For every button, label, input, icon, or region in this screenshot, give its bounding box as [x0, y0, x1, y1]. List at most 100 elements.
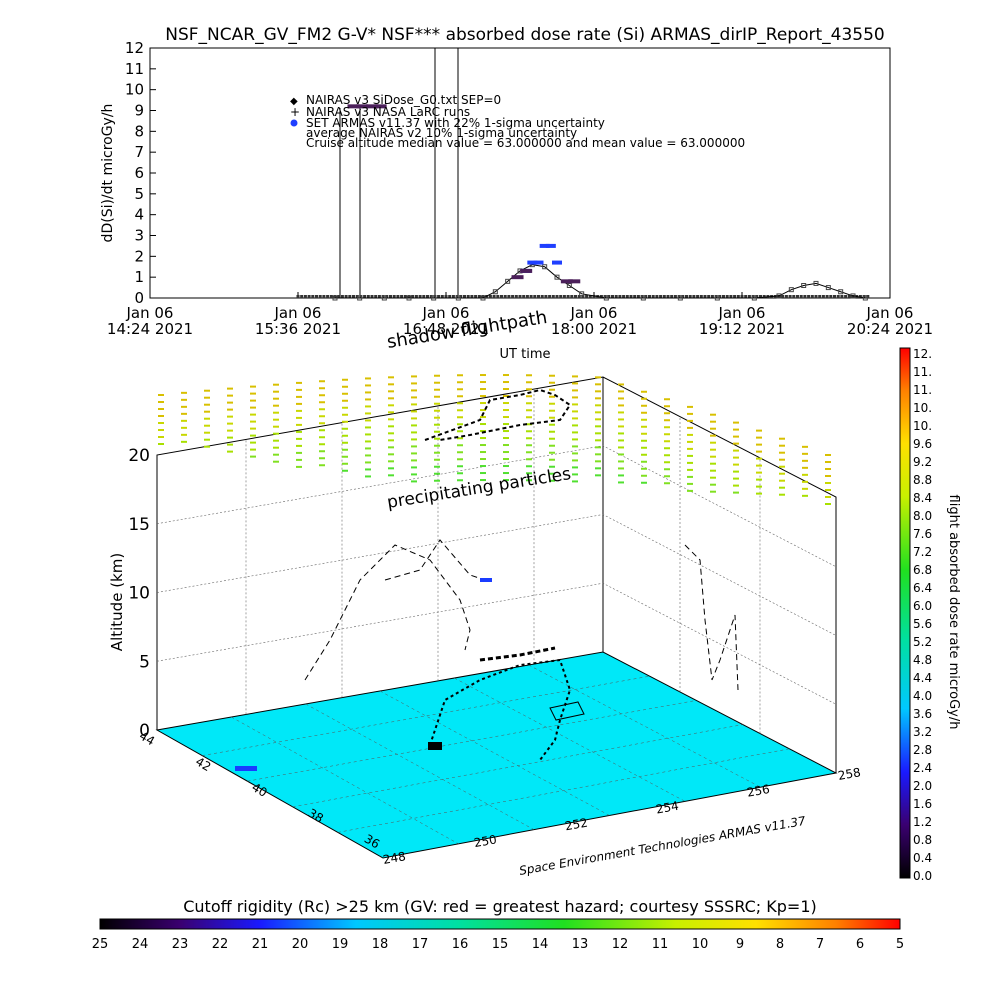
cutoff-rigidity-tick: 6 [856, 937, 864, 952]
nairas-v2-point [356, 104, 369, 109]
baseline-point [688, 295, 692, 298]
altitude-tick-label: 0 [139, 721, 150, 741]
baseline-point [329, 295, 333, 298]
baseline-point [566, 295, 570, 298]
timeseries-x-axis-label: UT time [500, 347, 551, 362]
armas-point [552, 260, 562, 265]
baseline-point [651, 295, 655, 298]
nairas-v2-point [568, 279, 581, 284]
baseline-point [311, 295, 315, 298]
latitude-ticks: 44 42 40 38 36 [137, 729, 382, 852]
baseline-point [322, 295, 326, 298]
dose-colorbar-tick: 8.0 [913, 509, 932, 523]
baseline-point [529, 295, 533, 298]
y-tick-label: 0 [134, 289, 144, 307]
nairas-point [406, 295, 412, 301]
baseline-point [577, 295, 581, 298]
baseline-point [363, 295, 367, 298]
nairas-point [788, 287, 794, 293]
baseline-point [725, 295, 729, 298]
dose-colorbar-tick: 8.4 [913, 491, 932, 505]
nairas-point [714, 295, 720, 301]
dose-colorbar-tick: 5.2 [913, 635, 932, 649]
baseline-point [592, 295, 596, 298]
baseline-point [833, 295, 836, 298]
baseline-point [685, 295, 688, 298]
baseline-point [300, 295, 304, 298]
dose-colorbar-tick: 12. [913, 347, 932, 361]
baseline-point [326, 295, 330, 298]
x-tick-label: 15:36 2021 [255, 320, 341, 338]
y-tick-label: 9 [134, 102, 144, 120]
dose-colorbar-tick: 6.4 [913, 581, 932, 595]
y-tick-label: 7 [134, 143, 144, 161]
dose-colorbar-tick: 6.8 [913, 563, 932, 577]
baseline-point [814, 295, 818, 298]
dose-colorbar-tick: 1.6 [913, 797, 932, 811]
baseline-point [784, 295, 788, 298]
cutoff-rigidity-tick: 11 [652, 937, 669, 952]
x-tick-label: 19:12 2021 [699, 320, 785, 338]
baseline-point [729, 295, 733, 298]
nairas-point [505, 278, 511, 284]
dose-colorbar-tick: 2.0 [913, 779, 932, 793]
cutoff-rigidity-tick: 22 [212, 937, 229, 952]
baseline-point [352, 295, 355, 298]
baseline-point [307, 295, 311, 298]
baseline-point [451, 295, 455, 298]
baseline-point [318, 295, 322, 298]
baseline-point [389, 295, 392, 298]
timeseries-y-axis-label: dD(Si)/dt microGy/h [100, 104, 116, 243]
floor-grid-line [231, 716, 459, 845]
baseline-point [747, 295, 751, 298]
cutoff-rigidity-tick: 16 [452, 937, 469, 952]
baseline-point [818, 295, 822, 298]
ground-track-marker [549, 701, 585, 721]
baseline-point [340, 295, 344, 298]
latitude-tick-label: 44 [137, 729, 157, 749]
baseline-point [418, 295, 422, 298]
baseline-point [344, 295, 348, 298]
baseline-point [348, 295, 352, 298]
y-tick-label: 11 [125, 60, 144, 78]
nairas-point [332, 295, 338, 301]
longitude-tick-label: 256 [746, 782, 771, 800]
dose-colorbar-tick: 0.4 [913, 851, 932, 865]
baseline-point [759, 295, 762, 298]
baseline-point [821, 295, 825, 298]
baseline-point [500, 295, 503, 298]
dose-colorbar-tick: 7.2 [913, 545, 932, 559]
floor-grid [202, 664, 790, 845]
latitude-tick-label: 36 [362, 832, 382, 852]
baseline-point [514, 295, 518, 298]
floor-grid-line [379, 690, 610, 816]
altitude-ticks: 0 5 10 15 20 [128, 446, 150, 741]
baseline-point [581, 295, 585, 298]
baseline-point [670, 295, 674, 298]
baseline-point [426, 295, 429, 298]
annotation-precipitating-particles: precipitating particles [386, 464, 573, 513]
nairas-v2-point [511, 275, 524, 280]
baseline-point [440, 295, 444, 298]
dose-colorbar-tick: 0.8 [913, 833, 932, 847]
floor-grid-line [528, 664, 761, 788]
baseline-point [400, 295, 404, 298]
baseline-point [392, 295, 396, 298]
baseline-point [858, 295, 862, 298]
cutoff-rigidity-tick: 24 [132, 937, 149, 952]
longitude-tick-label: 254 [655, 799, 680, 817]
nairas-point [357, 295, 363, 301]
baseline-point [803, 295, 807, 298]
nairas-point [431, 295, 437, 301]
nairas-point [640, 295, 646, 301]
dose-colorbar-tick: 4.4 [913, 671, 932, 685]
baseline-point [659, 295, 663, 298]
baseline-point [370, 295, 374, 298]
latitude-tick-label: 38 [306, 806, 326, 826]
baseline-point [722, 295, 725, 298]
cutoff-rigidity-tick: 23 [172, 937, 189, 952]
baseline-point [840, 295, 844, 298]
baseline-point [492, 295, 496, 298]
nairas-point [381, 295, 387, 301]
